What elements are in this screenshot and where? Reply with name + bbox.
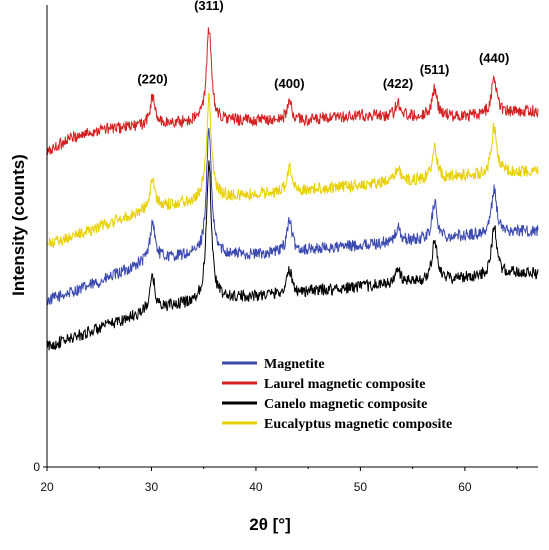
- x-tick-label: 50: [354, 480, 368, 494]
- series-line-magnetite: [46, 127, 539, 307]
- x-tick-label: 60: [458, 480, 472, 494]
- y-axis-title: Intensity (counts): [9, 154, 28, 296]
- peak-label: (400): [274, 76, 304, 91]
- peak-label: (440): [479, 50, 509, 65]
- peak-label: (220): [137, 71, 167, 86]
- legend-label: Laurel magnetic composite: [264, 377, 426, 392]
- legend-label: Magnetite: [264, 357, 325, 372]
- legend-label: Canelo magnetic composite: [264, 397, 427, 412]
- x-axis-ticks: 20 30 40 50 60: [40, 467, 518, 494]
- series-line-canelo-magnetic-composite: [46, 160, 539, 351]
- series-line-eucalyptus-magnetic-composite: [46, 92, 539, 249]
- peak-label: (311): [194, 0, 224, 13]
- peak-label: (511): [420, 62, 450, 77]
- peak-label: (422): [383, 76, 413, 91]
- legend-label: Eucalyptus magnetic composite: [264, 417, 452, 432]
- y-axis-ticks: 0: [33, 460, 47, 474]
- peak-labels: (220) (311) (400) (422) (511) (440): [137, 0, 509, 91]
- x-tick-label: 30: [145, 480, 159, 494]
- x-tick-label: 20: [40, 480, 54, 494]
- x-tick-label: 40: [249, 480, 263, 494]
- series-line-laurel-magnetic-composite: [46, 27, 539, 156]
- y-tick-label: 0: [33, 460, 40, 474]
- legend: Magnetite Laurel magnetic composite Canelo…: [222, 357, 452, 432]
- plot-area: [46, 27, 539, 351]
- x-axis-title: 2θ [°]: [249, 515, 291, 534]
